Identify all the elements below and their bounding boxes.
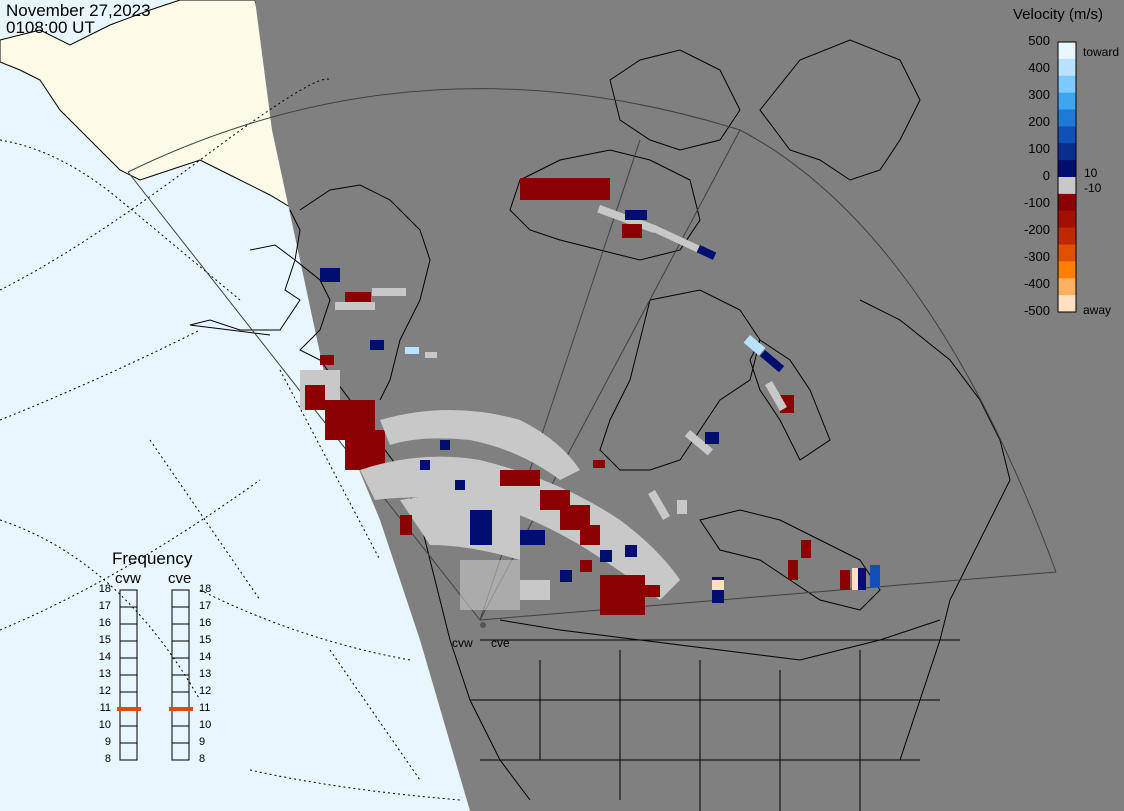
frequency-tick-label: 18 <box>199 583 212 595</box>
velocity-tick-label: 300 <box>1028 87 1050 102</box>
cve-frequency-marker <box>169 707 193 711</box>
velocity-tick-label: -100 <box>1023 195 1050 210</box>
frequency-tick-label: 10 <box>98 719 111 731</box>
frequency-tick-label: 13 <box>98 668 111 680</box>
colorbar-segment <box>1058 58 1076 77</box>
frequency-tick-label: 11 <box>99 702 111 714</box>
time-label: 0108:00 UT <box>6 18 95 37</box>
frequency-tick-label: 12 <box>98 685 111 697</box>
velocity-tick-label: -400 <box>1023 276 1050 291</box>
frequency-tick-label: 16 <box>98 617 111 629</box>
station-marker <box>480 622 486 628</box>
frequency-tick-label: 8 <box>199 753 206 765</box>
geo-grid <box>0 78 461 801</box>
away-label: away <box>1083 303 1112 317</box>
cvw-radar-label: cvw <box>115 570 141 587</box>
colorbar-segment <box>1058 160 1076 178</box>
radar-echoes <box>300 178 880 615</box>
station-cvw: cvw <box>452 636 473 650</box>
cvw-frequency-marker <box>117 707 141 711</box>
colorbar-segment <box>1058 193 1076 212</box>
velocity-colorbar <box>1057 41 1077 313</box>
frequency-tick-label: 15 <box>199 634 212 646</box>
velocity-tick-label: 100 <box>1028 141 1050 156</box>
frequency-tick-label: 17 <box>199 600 212 612</box>
day-land <box>0 0 301 211</box>
frequency-tick-label: 10 <box>199 719 212 731</box>
colorbar-segment <box>1058 75 1076 94</box>
velocity-tick-label: 200 <box>1028 114 1050 129</box>
colorbar-segment <box>1058 295 1076 313</box>
colorbar-segment <box>1058 210 1076 229</box>
station-cve: cve <box>491 636 510 650</box>
colorbar-segment <box>1058 126 1076 144</box>
frequency-tick-label: 14 <box>199 651 212 663</box>
frequency-title: Frequency <box>112 549 193 568</box>
pos-threshold-label: 10 <box>1084 166 1098 180</box>
velocity-tick-label: 500 <box>1028 33 1050 48</box>
velocity-scale-title: Velocity (m/s) <box>1013 6 1104 23</box>
frequency-tick-label: 15 <box>98 634 111 646</box>
colorbar-segment <box>1058 109 1076 127</box>
colorbar-segment <box>1058 42 1076 60</box>
coastlines <box>189 39 1011 811</box>
night-side <box>255 0 1124 811</box>
frequency-tick-label: 8 <box>104 753 111 765</box>
frequency-tick-label: 11 <box>199 702 211 714</box>
velocity-tick-label: 400 <box>1028 60 1050 75</box>
colorbar-segment <box>1058 261 1076 279</box>
colorbar-segment <box>1058 278 1076 296</box>
cve-radar-label: cve <box>168 570 192 587</box>
frequency-tick-label: 9 <box>199 736 206 748</box>
toward-label: toward <box>1083 45 1120 59</box>
frequency-tick-label: 9 <box>104 736 111 748</box>
colorbar-segment <box>1058 227 1076 245</box>
colorbar-segment <box>1058 244 1076 262</box>
velocity-tick-label: -500 <box>1023 303 1050 318</box>
colorbar-segment <box>1058 177 1076 195</box>
frequency-tick-label: 13 <box>199 668 212 680</box>
colorbar-segment <box>1058 92 1076 110</box>
frequency-tick-label: 14 <box>98 651 111 663</box>
velocity-tick-label: 0 <box>1042 168 1050 183</box>
frequency-tick-label: 18 <box>98 583 111 595</box>
frequency-tick-label: 16 <box>199 617 212 629</box>
frequency-tick-label: 12 <box>199 685 212 697</box>
frequency-panel <box>117 589 193 761</box>
neg-threshold-label: -10 <box>1084 181 1102 195</box>
velocity-tick-label: -200 <box>1023 222 1050 237</box>
colorbar-segment <box>1058 143 1076 161</box>
frequency-tick-label: 17 <box>98 600 111 612</box>
date-label: November 27,2023 <box>6 1 151 20</box>
velocity-tick-label: -300 <box>1023 249 1050 264</box>
